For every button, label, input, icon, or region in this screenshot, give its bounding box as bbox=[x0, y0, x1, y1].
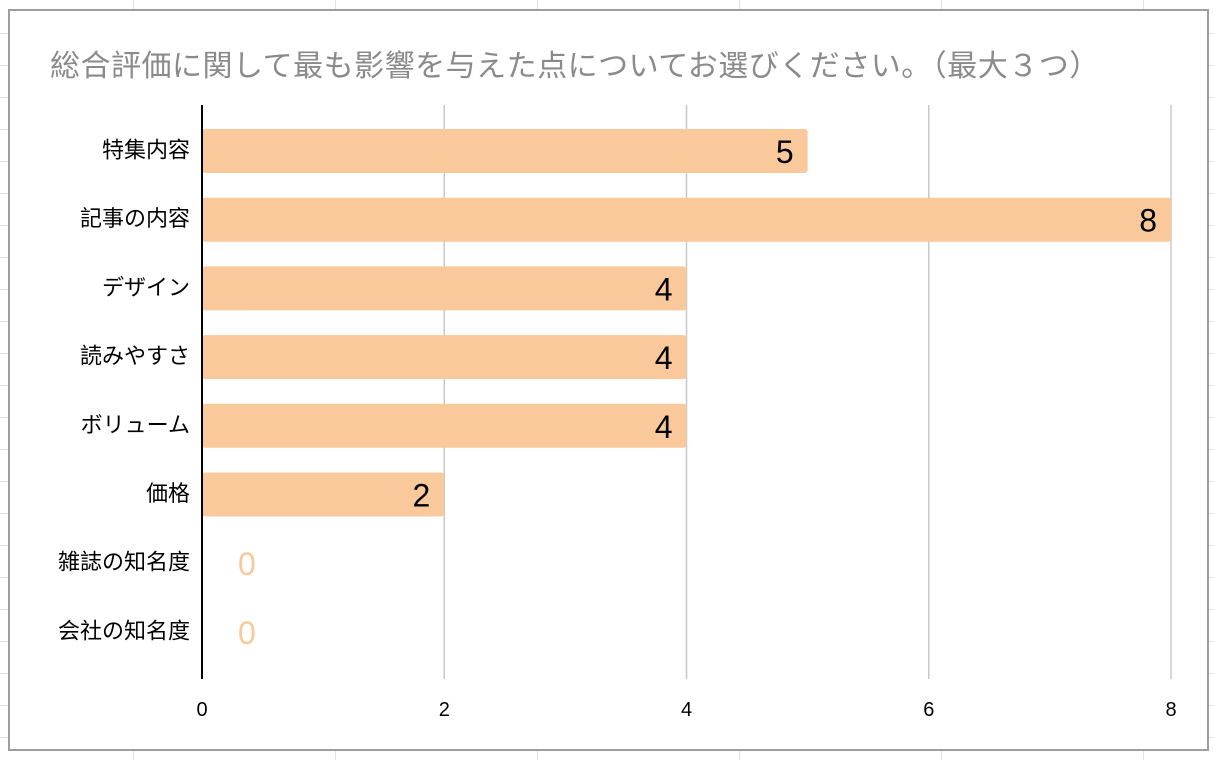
chart-title: 総合評価に関して最も影響を与えた点についてお選びください。（最大３つ） bbox=[50, 49, 1100, 84]
category-label: 読みやすさ bbox=[80, 345, 190, 370]
category-label: 記事の内容 bbox=[80, 207, 190, 232]
category-label: 価格 bbox=[146, 482, 190, 507]
bar bbox=[202, 472, 445, 517]
bar-chart-plot: 特集内容 5 記事の内容 8 デザイン 4 読みやすさ 4 ボリューム 4 価格 2 雑誌の知名度 0 会社… bbox=[58, 105, 1177, 721]
x-tick-label: 0 bbox=[196, 699, 207, 721]
chart-container[interactable]: 総合評価に関して最も影響を与えた点についてお選びください。（最大３つ） 特集内容… bbox=[8, 9, 1209, 751]
bar bbox=[202, 197, 1171, 242]
bar bbox=[202, 266, 687, 311]
x-tick-label: 2 bbox=[439, 699, 450, 721]
category-label: 特集内容 bbox=[102, 139, 190, 164]
data-label: 0 bbox=[238, 546, 256, 582]
bar bbox=[202, 129, 808, 173]
x-tick-label: 6 bbox=[923, 699, 934, 721]
category-label: 会社の知名度 bbox=[58, 619, 190, 644]
category-label: 雑誌の知名度 bbox=[58, 551, 190, 576]
category-label: デザイン bbox=[102, 276, 190, 301]
bar bbox=[202, 335, 687, 380]
bar bbox=[202, 403, 687, 448]
data-label: 2 bbox=[412, 478, 430, 514]
data-label: 4 bbox=[655, 409, 673, 445]
x-tick-label: 4 bbox=[681, 699, 692, 721]
data-label: 8 bbox=[1139, 203, 1157, 239]
x-tick-label: 8 bbox=[1165, 699, 1176, 721]
data-label: 4 bbox=[655, 340, 673, 376]
data-label: 5 bbox=[776, 134, 794, 170]
data-label: 0 bbox=[238, 615, 256, 651]
data-label: 4 bbox=[655, 271, 673, 307]
category-label: ボリューム bbox=[81, 413, 190, 438]
